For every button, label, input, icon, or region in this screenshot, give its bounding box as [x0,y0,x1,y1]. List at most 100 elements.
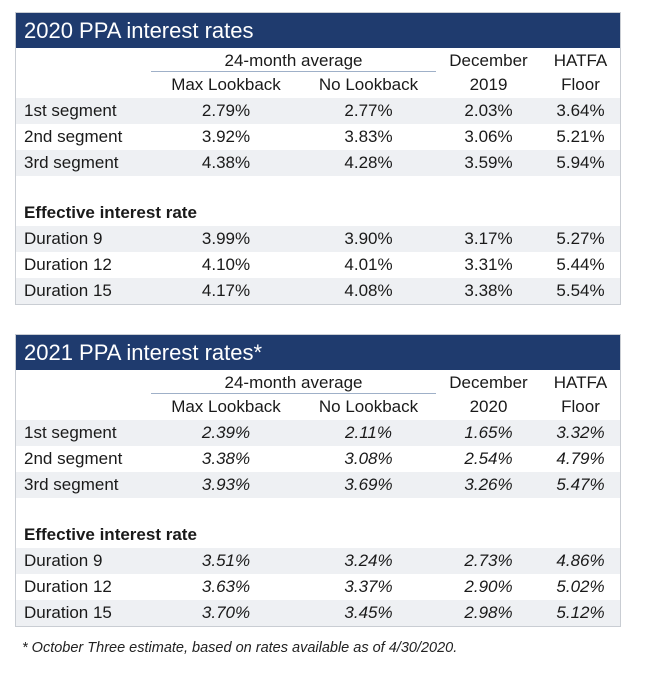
no-lookback-value: 3.69% [344,475,393,494]
table-row: 3rd segment 3.93% 3.69% 3.26% 5.47% [16,472,620,498]
table-title: 2020 PPA interest rates [16,13,620,48]
header-col4-bottom: Floor [561,75,600,94]
row-label: 1st segment [24,101,117,120]
header-col3-top: December [449,373,528,392]
header-group-label: 24-month average [224,51,363,70]
hatfa-floor-value: 5.94% [556,153,605,172]
header-group-underline [151,71,436,72]
december-value: 3.17% [464,229,513,248]
no-lookback-value: 3.90% [344,229,393,248]
header-col4-top: HATFA [553,373,608,392]
header-col2: No Lookback [318,397,419,416]
hatfa-floor-value: 5.12% [556,603,605,622]
header-col4-top: HATFA [553,51,608,70]
december-value: 3.26% [464,475,513,494]
row-label: Duration 15 [24,603,112,622]
max-lookback-value: 4.38% [201,153,251,172]
header-group-underline [151,393,436,394]
max-lookback-value: 4.10% [201,255,251,274]
max-lookback-value: 3.51% [201,551,251,570]
effective-rate-heading: Effective interest rate [24,203,197,222]
hatfa-floor-value: 5.21% [556,127,605,146]
max-lookback-value: 3.38% [201,449,251,468]
hatfa-floor-value: 4.79% [556,449,605,468]
header-col3-bottom: 2020 [469,397,508,416]
table-row: Duration 9 3.51% 3.24% 2.73% 4.86% [16,548,620,574]
hatfa-floor-value: 5.27% [556,229,605,248]
hatfa-floor-value: 5.47% [556,475,605,494]
header-row-bottom: Max Lookback No Lookback 2020 Floor [16,394,620,420]
row-label: Duration 12 [24,577,112,596]
december-value: 2.03% [464,101,513,120]
december-value: 3.31% [464,255,513,274]
effective-rate-heading: Effective interest rate [24,525,197,544]
max-lookback-value: 3.99% [201,229,251,248]
max-lookback-value: 4.17% [201,281,251,300]
table-row: 1st segment 2.39% 2.11% 1.65% 3.32% [16,420,620,446]
row-label: Duration 12 [24,255,112,274]
no-lookback-value: 2.77% [344,101,393,120]
spacer-row [16,498,620,522]
header-col3-top: December [449,51,528,70]
no-lookback-value: 3.45% [344,603,393,622]
hatfa-floor-value: 5.54% [556,281,605,300]
no-lookback-value: 2.11% [345,423,392,442]
row-label: Duration 9 [24,229,103,248]
section-heading-row: Effective interest rate [16,522,620,548]
header-col2: No Lookback [318,75,419,94]
header-row-top: 24-month average December HATFA [16,370,620,394]
table-row: Duration 12 4.10% 4.01% 3.31% 5.44% [16,252,620,278]
december-value: 3.38% [464,281,513,300]
table-row: Duration 12 3.63% 3.37% 2.90% 5.02% [16,574,620,600]
december-value: 2.98% [464,603,513,622]
header-row-bottom: Max Lookback No Lookback 2019 Floor [16,72,620,98]
hatfa-floor-value: 5.44% [556,255,605,274]
december-value: 2.73% [464,551,513,570]
max-lookback-value: 3.93% [201,475,251,494]
december-value: 1.65% [464,423,513,442]
hatfa-floor-value: 4.86% [556,551,605,570]
table-row: 2nd segment 3.92% 3.83% 3.06% 5.21% [16,124,620,150]
december-value: 2.54% [464,449,513,468]
table-row: Duration 15 4.17% 4.08% 3.38% 5.54% [16,278,620,304]
row-label: 3rd segment [24,475,119,494]
footnote: * October Three estimate, based on rates… [22,640,458,656]
row-label: 2nd segment [24,127,123,146]
december-value: 2.90% [464,577,513,596]
hatfa-floor-value: 3.64% [556,101,605,120]
row-label: Duration 15 [24,281,112,300]
table-row: Duration 9 3.99% 3.90% 3.17% 5.27% [16,226,620,252]
table-row: 2nd segment 3.38% 3.08% 2.54% 4.79% [16,446,620,472]
row-label: Duration 9 [24,551,103,570]
no-lookback-value: 3.83% [344,127,393,146]
header-col4-bottom: Floor [561,397,600,416]
table-row: Duration 15 3.70% 3.45% 2.98% 5.12% [16,600,620,626]
no-lookback-value: 4.08% [344,281,393,300]
december-value: 3.59% [464,153,513,172]
no-lookback-value: 3.37% [344,577,393,596]
section-heading-row: Effective interest rate [16,200,620,226]
header-col3-bottom: 2019 [469,75,508,94]
december-value: 3.06% [464,127,513,146]
no-lookback-value: 4.01% [344,255,393,274]
hatfa-floor-value: 3.32% [556,423,605,442]
header-col1: Max Lookback [171,75,281,94]
hatfa-floor-value: 5.02% [556,577,605,596]
no-lookback-value: 4.28% [344,153,393,172]
no-lookback-value: 3.08% [344,449,393,468]
row-label: 2nd segment [24,449,123,468]
table-row: 1st segment 2.79% 2.77% 2.03% 3.64% [16,98,620,124]
header-col1: Max Lookback [171,397,281,416]
header-group-label: 24-month average [224,373,363,392]
table-2021: 2021 PPA interest rates* 24-month averag… [15,334,621,627]
table-row: 3rd segment 4.38% 4.28% 3.59% 5.94% [16,150,620,176]
max-lookback-value: 2.79% [201,101,251,120]
table-2020: 2020 PPA interest rates 24-month average… [15,12,621,305]
max-lookback-value: 3.63% [201,577,251,596]
table-title: 2021 PPA interest rates* [16,335,620,370]
max-lookback-value: 2.39% [201,423,251,442]
no-lookback-value: 3.24% [344,551,393,570]
row-label: 3rd segment [24,153,119,172]
header-row-top: 24-month average December HATFA [16,48,620,72]
max-lookback-value: 3.70% [201,603,251,622]
